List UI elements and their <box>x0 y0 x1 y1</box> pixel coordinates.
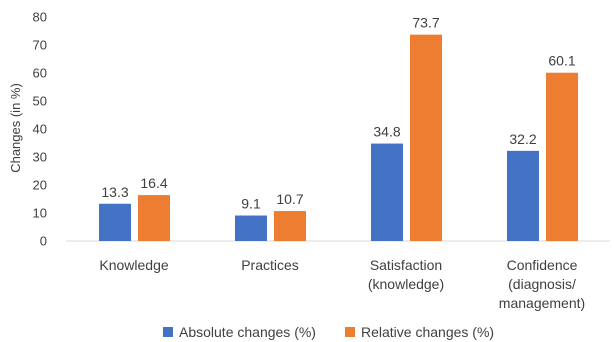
data-label: 10.7 <box>276 191 303 207</box>
data-label: 13.3 <box>101 184 128 200</box>
y-tick-label: 10 <box>33 206 47 221</box>
legend-swatch <box>345 327 355 337</box>
legend: Absolute changes (%) Relative changes (%) <box>163 324 494 340</box>
data-label: 73.7 <box>412 15 439 31</box>
y-tick-label: 80 <box>33 10 47 25</box>
bar-relative <box>274 211 306 241</box>
y-tick-label: 60 <box>33 66 47 81</box>
y-tick-label: 70 <box>33 38 47 53</box>
bar-absolute <box>235 215 267 241</box>
x-category-label: Knowledge <box>99 257 168 273</box>
bar-relative <box>138 195 170 241</box>
legend-label: Relative changes (%) <box>361 324 494 340</box>
bar-absolute <box>507 150 539 241</box>
x-category-label: Satisfaction <box>370 257 442 273</box>
data-labels: 13.3 16.4 9.1 10.7 34.8 73.7 32.2 60.1 <box>101 15 575 212</box>
data-label: 34.8 <box>373 124 400 140</box>
y-tick-label: 0 <box>40 234 47 249</box>
data-label: 32.2 <box>509 131 536 147</box>
legend-label: Absolute changes (%) <box>179 324 316 340</box>
bar-absolute <box>371 143 403 241</box>
y-tick-label: 30 <box>33 150 47 165</box>
legend-swatch <box>163 327 173 337</box>
bars <box>99 34 578 241</box>
x-category-label: Confidence <box>507 257 578 273</box>
bar-relative <box>410 34 442 241</box>
x-category-label: (knowledge) <box>368 276 444 292</box>
x-category-label: (diagnosis/ <box>508 276 576 292</box>
x-category-label: management) <box>499 295 585 311</box>
y-tick-label: 50 <box>33 94 47 109</box>
data-label: 16.4 <box>140 175 167 191</box>
y-axis-title: Changes (in %) <box>8 83 23 173</box>
bar-absolute <box>99 203 131 241</box>
data-label: 60.1 <box>548 53 575 69</box>
bar-relative <box>546 72 578 241</box>
y-tick-label: 20 <box>33 178 47 193</box>
y-axis-ticks: 0 10 20 30 40 50 60 70 80 <box>33 10 47 249</box>
data-label: 9.1 <box>241 196 261 212</box>
y-tick-label: 40 <box>33 122 47 137</box>
x-category-label: Practices <box>241 257 299 273</box>
category-labels: Knowledge Practices Satisfaction (knowledge… <box>99 257 585 311</box>
